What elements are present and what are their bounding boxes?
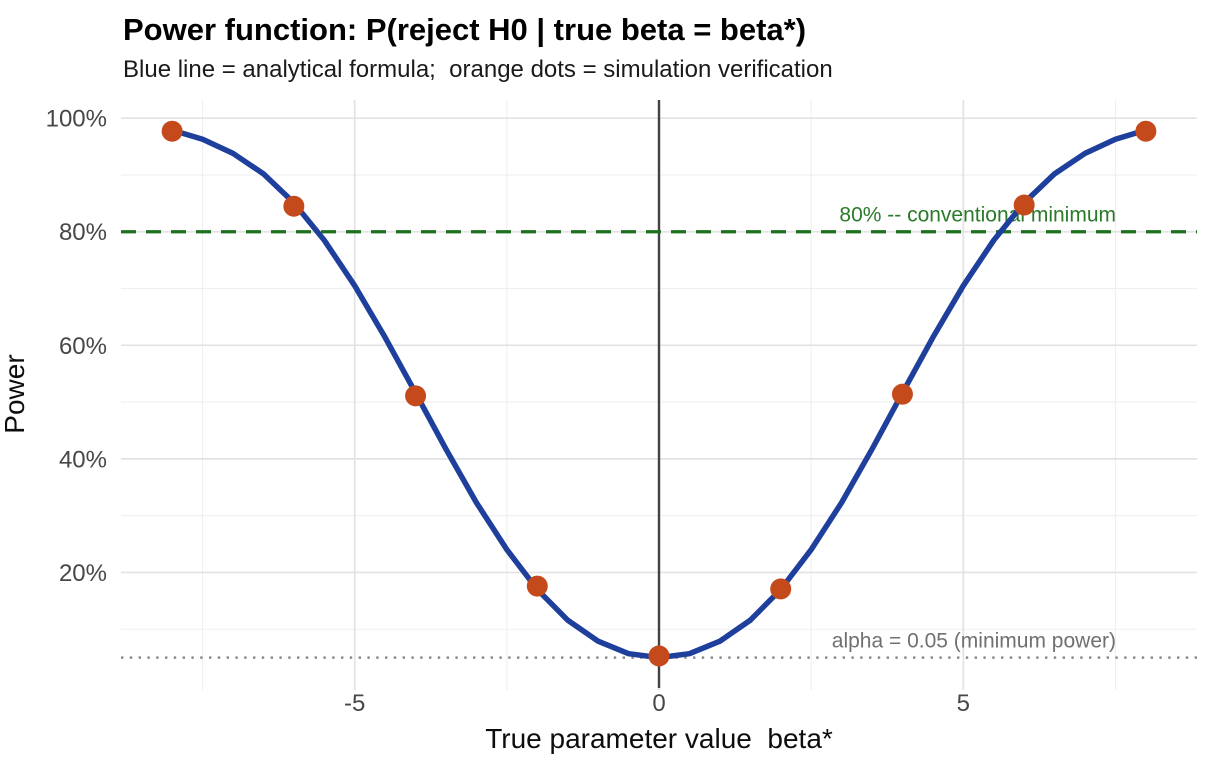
data-series-layer	[161, 120, 1157, 667]
simulation-dot	[161, 120, 183, 142]
simulation-dot	[770, 578, 792, 600]
x-axis-title: True parameter value beta*	[485, 723, 833, 754]
y-tick-label: 20%	[59, 560, 107, 587]
y-axis-title: Power	[0, 354, 30, 433]
simulation-dot	[648, 645, 670, 667]
chart-subtitle: Blue line = analytical formula; orange d…	[123, 56, 833, 83]
simulation-dot	[1013, 194, 1035, 216]
x-tick-label: 0	[652, 690, 665, 717]
chart-title: Power function: P(reject H0 | true beta …	[123, 12, 807, 47]
simulation-dot	[526, 575, 548, 597]
alpha-level-label: alpha = 0.05 (minimum power)	[832, 630, 1116, 653]
axis-tick-labels: 20% 40% 60% 80% 100% -5 0 5	[46, 106, 970, 717]
y-tick-label: 40%	[59, 446, 107, 473]
simulation-dot	[1135, 120, 1157, 142]
x-tick-label: -5	[344, 690, 365, 717]
y-tick-label: 60%	[59, 333, 107, 360]
y-tick-label: 100%	[46, 106, 107, 133]
simulation-dot	[405, 385, 427, 407]
conventional-minimum-label: 80% -- conventional minimum	[839, 204, 1116, 227]
y-tick-label: 80%	[59, 219, 107, 246]
annotations-layer: 80% -- conventional minimum alpha = 0.05…	[832, 204, 1116, 653]
x-tick-label: 5	[957, 690, 970, 717]
simulation-dot	[283, 195, 305, 217]
simulation-dot	[891, 383, 913, 405]
